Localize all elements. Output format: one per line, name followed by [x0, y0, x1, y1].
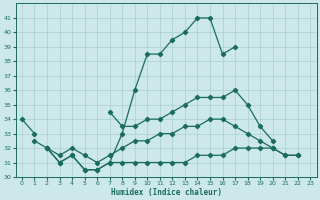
X-axis label: Humidex (Indice chaleur): Humidex (Indice chaleur)	[111, 188, 221, 197]
